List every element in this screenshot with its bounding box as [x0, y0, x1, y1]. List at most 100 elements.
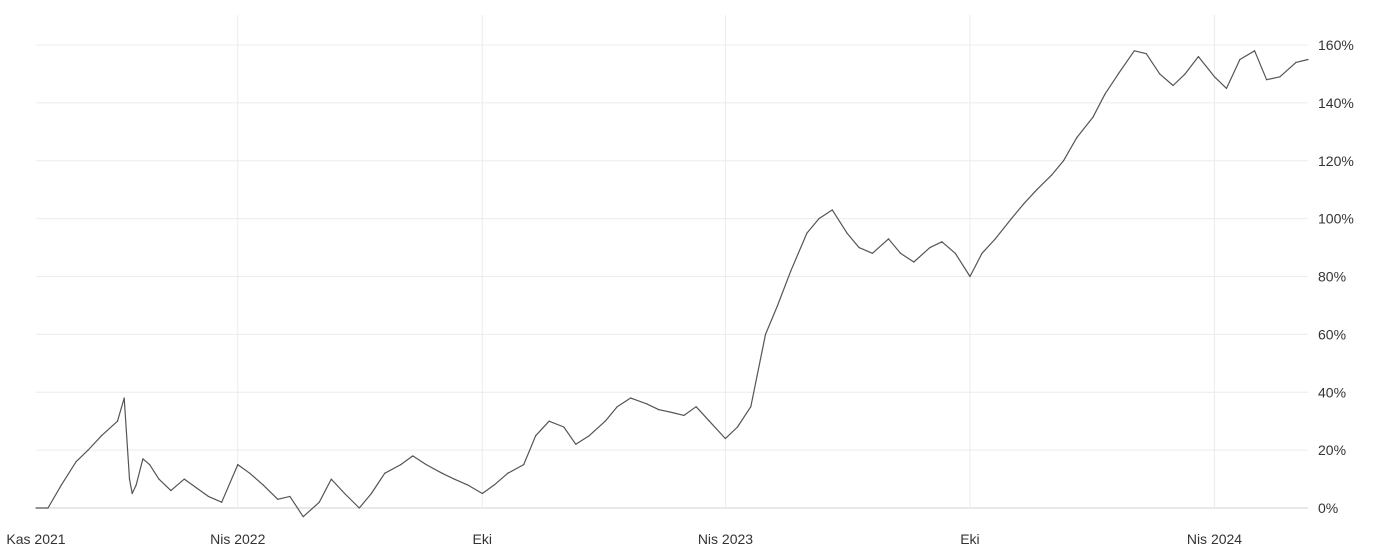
data-point — [683, 414, 685, 416]
data-point — [183, 478, 185, 480]
data-point — [262, 484, 264, 486]
x-tick-label: Nis 2023 — [698, 531, 753, 547]
y-tick-label: 40% — [1318, 384, 1346, 400]
data-point — [969, 275, 971, 278]
data-point — [158, 478, 160, 480]
data-point — [1104, 93, 1106, 95]
x-axis-ticks: Kas 2021 Nis 2022 Eki Nis 2023 Eki Nis 2024 — [6, 531, 1242, 547]
y-tick-label: 160% — [1318, 37, 1354, 53]
data-point — [764, 333, 767, 335]
data-point — [237, 463, 239, 466]
data-point — [981, 252, 983, 254]
data-point — [384, 472, 386, 474]
data-point — [695, 406, 697, 408]
data-point — [523, 463, 525, 466]
data-point — [548, 420, 550, 422]
data-point — [588, 435, 590, 437]
data-point — [142, 458, 144, 460]
data-point — [453, 478, 455, 480]
data-point — [123, 397, 125, 399]
data-point — [671, 411, 673, 414]
data-point — [1295, 61, 1297, 63]
y-tick-label: 20% — [1318, 442, 1346, 458]
data-point — [994, 238, 996, 240]
data-point — [1253, 50, 1256, 52]
data-point — [776, 304, 779, 307]
data-point — [1197, 55, 1200, 58]
data-point — [370, 492, 372, 495]
data-point — [646, 403, 648, 405]
data-point — [1036, 189, 1038, 191]
series-points — [35, 50, 1309, 518]
data-point — [629, 397, 632, 399]
data-point — [412, 455, 414, 457]
y-tick-label: 0% — [1318, 500, 1338, 516]
data-point — [941, 241, 943, 243]
data-point — [871, 252, 874, 254]
data-point — [887, 238, 890, 240]
data-point — [330, 478, 332, 480]
data-point — [1307, 58, 1309, 61]
data-point — [535, 435, 537, 437]
data-point — [87, 449, 89, 451]
data-point — [289, 495, 291, 498]
x-tick-label: Nis 2022 — [210, 531, 265, 547]
data-point — [277, 498, 279, 500]
series-line — [36, 50, 1309, 518]
data-point — [135, 484, 137, 486]
data-point — [1172, 84, 1174, 87]
data-point — [195, 487, 197, 489]
data-point — [358, 507, 360, 509]
data-point — [425, 463, 427, 466]
grid — [36, 15, 1308, 509]
data-point — [318, 501, 320, 503]
data-point — [1092, 116, 1094, 118]
data-point — [790, 270, 792, 272]
data-point — [913, 261, 915, 263]
data-point — [1010, 218, 1012, 220]
data-point — [846, 232, 848, 234]
data-point — [221, 501, 223, 503]
data-point — [116, 420, 119, 422]
data-point — [616, 406, 618, 408]
data-point — [1225, 87, 1228, 90]
data-point — [35, 507, 37, 509]
data-point — [60, 484, 62, 486]
data-point — [806, 232, 808, 234]
data-point — [1239, 58, 1241, 61]
y-tick-label: 100% — [1318, 211, 1354, 227]
x-tick-label: Eki — [473, 531, 492, 547]
data-point — [1279, 76, 1281, 78]
y-tick-label: 140% — [1318, 95, 1354, 111]
data-point — [858, 246, 860, 249]
data-point — [128, 478, 131, 480]
data-point — [831, 209, 833, 211]
data-point — [1213, 76, 1216, 78]
data-point — [1133, 50, 1135, 52]
y-tick-label: 80% — [1318, 269, 1346, 285]
data-point — [1117, 73, 1119, 75]
data-point — [1062, 160, 1065, 162]
data-point — [466, 484, 469, 486]
data-point — [507, 472, 509, 474]
data-point — [929, 246, 931, 249]
data-point — [207, 495, 209, 498]
data-point — [1145, 53, 1147, 55]
data-point — [1076, 137, 1078, 139]
data-point — [131, 492, 133, 495]
x-tick-label: Eki — [960, 531, 979, 547]
data-point — [100, 435, 103, 437]
data-point — [400, 463, 402, 466]
data-point — [1265, 79, 1268, 81]
y-axis-ticks: 0% 20% 40% 60% 80% 100% 120% 140% 160% — [1318, 37, 1354, 516]
data-point — [302, 516, 304, 518]
data-point — [658, 409, 660, 411]
data-point — [1159, 73, 1161, 75]
x-tick-label: Nis 2024 — [1187, 531, 1242, 547]
y-tick-label: 60% — [1318, 326, 1346, 342]
data-point — [344, 492, 346, 495]
data-point — [736, 426, 739, 428]
data-point — [899, 252, 902, 254]
data-point — [47, 507, 49, 509]
